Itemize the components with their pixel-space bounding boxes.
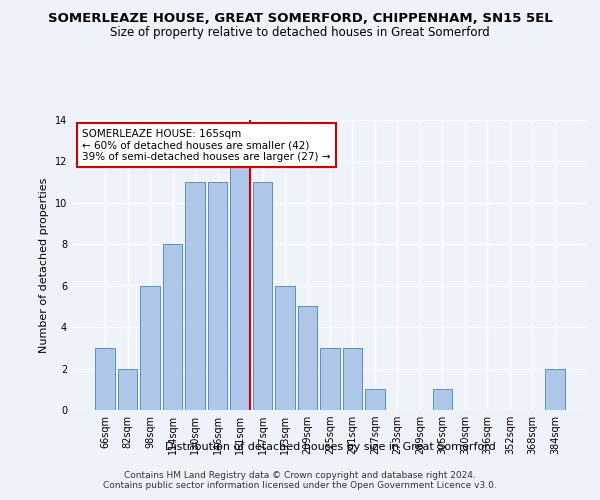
Bar bbox=[253, 182, 272, 410]
Text: Distribution of detached houses by size in Great Somerford: Distribution of detached houses by size … bbox=[164, 442, 496, 452]
Y-axis label: Number of detached properties: Number of detached properties bbox=[39, 178, 49, 352]
Bar bbox=[140, 286, 160, 410]
Bar bbox=[365, 390, 385, 410]
Bar bbox=[208, 182, 227, 410]
Bar bbox=[185, 182, 205, 410]
Text: SOMERLEAZE HOUSE: 165sqm
← 60% of detached houses are smaller (42)
39% of semi-d: SOMERLEAZE HOUSE: 165sqm ← 60% of detach… bbox=[82, 128, 331, 162]
Bar bbox=[433, 390, 452, 410]
Text: Contains HM Land Registry data © Crown copyright and database right 2024.: Contains HM Land Registry data © Crown c… bbox=[124, 472, 476, 480]
Text: SOMERLEAZE HOUSE, GREAT SOMERFORD, CHIPPENHAM, SN15 5EL: SOMERLEAZE HOUSE, GREAT SOMERFORD, CHIPP… bbox=[47, 12, 553, 26]
Text: Contains public sector information licensed under the Open Government Licence v3: Contains public sector information licen… bbox=[103, 482, 497, 490]
Bar bbox=[298, 306, 317, 410]
Bar bbox=[320, 348, 340, 410]
Bar bbox=[163, 244, 182, 410]
Bar bbox=[230, 162, 250, 410]
Text: Size of property relative to detached houses in Great Somerford: Size of property relative to detached ho… bbox=[110, 26, 490, 39]
Bar bbox=[95, 348, 115, 410]
Bar bbox=[275, 286, 295, 410]
Bar bbox=[118, 368, 137, 410]
Bar bbox=[343, 348, 362, 410]
Bar bbox=[545, 368, 565, 410]
